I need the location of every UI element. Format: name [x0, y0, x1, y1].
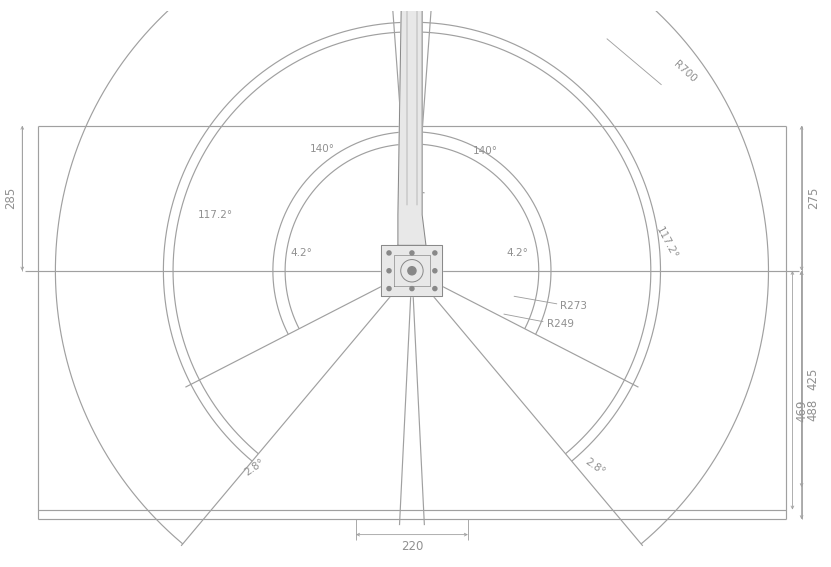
Text: 275: 275 — [807, 187, 819, 209]
Circle shape — [408, 266, 416, 275]
Text: 469: 469 — [795, 399, 808, 422]
Text: R273: R273 — [559, 302, 587, 311]
Text: 488: 488 — [807, 399, 819, 421]
Text: 220: 220 — [401, 540, 423, 553]
Text: 140°: 140° — [474, 146, 499, 156]
Circle shape — [410, 286, 414, 291]
Text: R249: R249 — [547, 319, 574, 329]
Text: 2.8°: 2.8° — [242, 456, 266, 477]
Polygon shape — [381, 246, 442, 296]
Circle shape — [387, 269, 391, 273]
Text: 285: 285 — [4, 187, 17, 209]
Circle shape — [401, 260, 423, 282]
Circle shape — [433, 269, 437, 273]
Text: 4.2°: 4.2° — [506, 248, 528, 258]
Text: 117.2°: 117.2° — [654, 225, 679, 261]
Text: 117.2°: 117.2° — [199, 210, 234, 220]
Circle shape — [410, 251, 414, 255]
Text: 425: 425 — [807, 368, 819, 390]
Text: 2.8°: 2.8° — [583, 456, 607, 477]
Text: 4.2°: 4.2° — [291, 248, 312, 258]
Text: 140°: 140° — [310, 143, 335, 154]
Circle shape — [387, 251, 391, 255]
Polygon shape — [398, 0, 426, 246]
Circle shape — [387, 286, 391, 291]
Circle shape — [433, 251, 437, 255]
Circle shape — [433, 286, 437, 291]
Text: R700: R700 — [671, 60, 698, 85]
